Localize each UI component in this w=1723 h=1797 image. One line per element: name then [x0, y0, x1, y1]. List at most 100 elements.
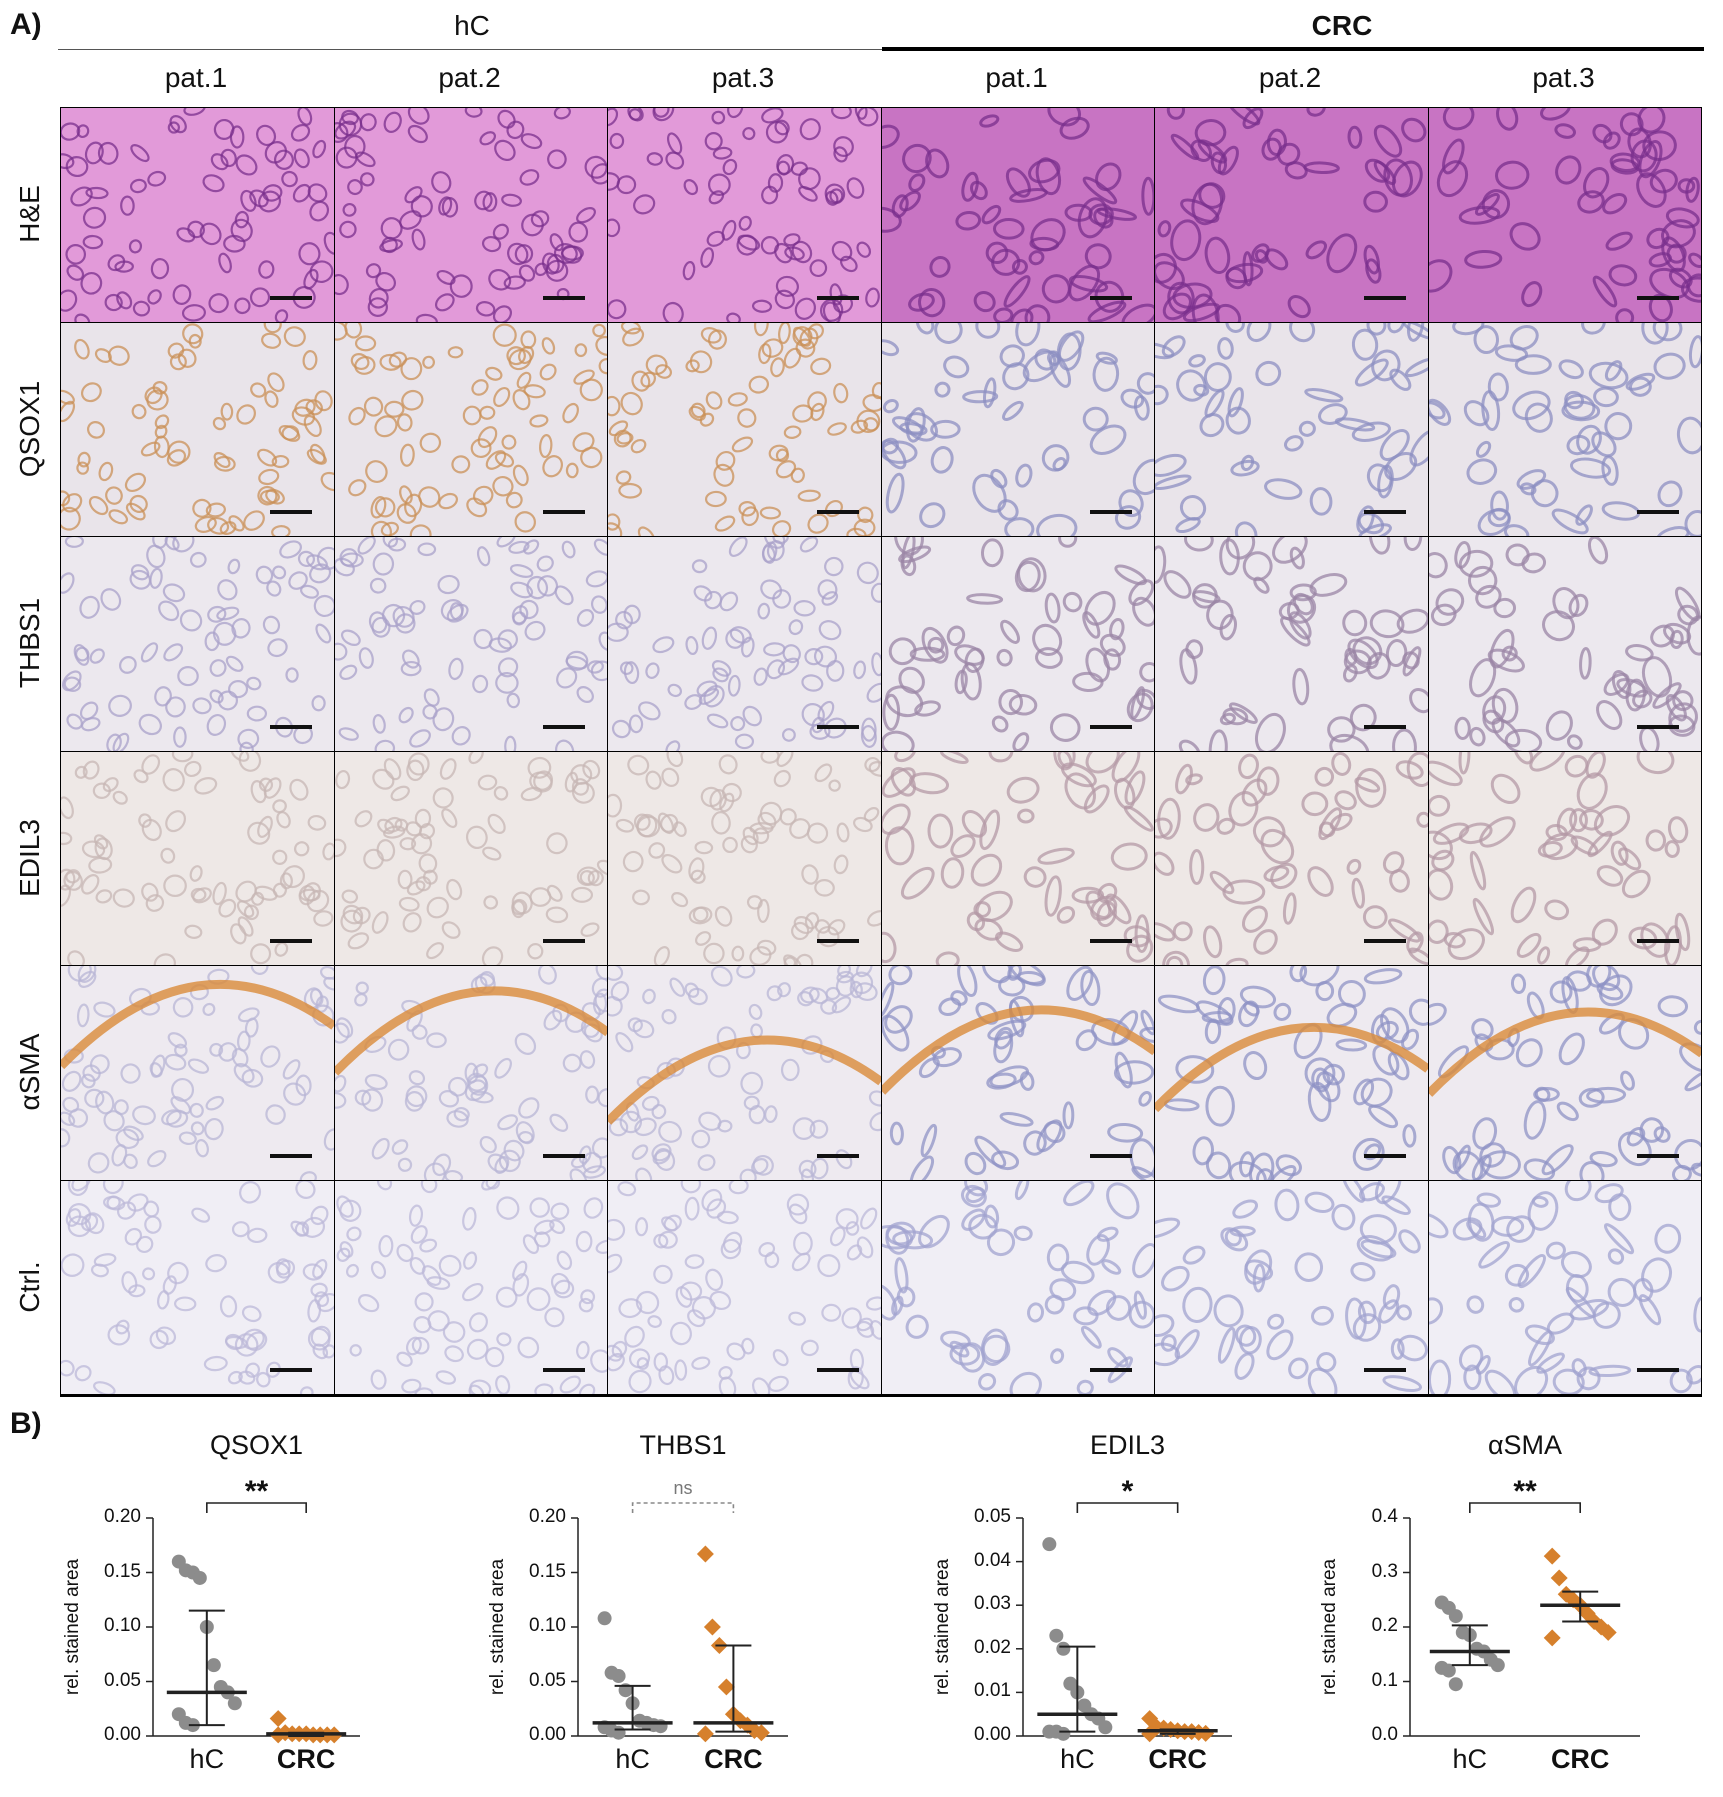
data-point: [192, 1570, 207, 1585]
histology-tile: [1427, 750, 1702, 966]
y-tick-label: 0.03: [974, 1593, 1011, 1615]
scale-bar: [543, 510, 585, 514]
data-point: [1543, 1547, 1561, 1565]
y-tick-label: 0.15: [104, 1560, 141, 1582]
significance-bracket: [631, 1502, 735, 1513]
histology-tile: [880, 536, 1155, 752]
data-point: [597, 1611, 612, 1626]
scale-bar: [1090, 510, 1132, 514]
significance-label: **: [1513, 1475, 1537, 1508]
data-point: [1441, 1663, 1456, 1678]
scale-bar: [1363, 1153, 1406, 1158]
data-point: [752, 1724, 770, 1742]
scale-bar: [1090, 295, 1132, 300]
column-label-hc-3: pat.3: [711, 62, 775, 93]
histology-tile: [333, 750, 608, 966]
y-tick-label: 0.10: [529, 1615, 566, 1636]
data-point: [696, 1545, 714, 1563]
histology-tile: [60, 107, 335, 323]
histology-tile: [880, 321, 1155, 537]
scale-bar: [269, 724, 312, 729]
panel-b-label: B): [10, 1407, 42, 1440]
scale-bar: [1637, 1368, 1679, 1372]
column-label-crc-3: pat.3: [1532, 62, 1595, 93]
scale-bar: [543, 1368, 585, 1372]
chart-title: αSMA: [1487, 1430, 1563, 1460]
chart-title: QSOX1: [209, 1430, 304, 1460]
y-tick-label: 0.15: [529, 1560, 566, 1582]
scale-bar: [543, 939, 585, 943]
data-point: [1599, 1623, 1617, 1641]
chart-title: EDIL3: [1089, 1430, 1166, 1460]
x-category-label: hC: [1060, 1744, 1095, 1774]
histology-tile: [333, 1179, 608, 1395]
histology-tile: [60, 321, 335, 537]
scale-bar: [543, 724, 585, 729]
x-category-label: CRC: [1148, 1744, 1207, 1774]
data-point: [1448, 1677, 1463, 1692]
x-category-label: CRC: [276, 1744, 336, 1774]
y-tick-label: 0.4: [1371, 1506, 1398, 1527]
column-label-hc-1: pat.1: [164, 62, 228, 93]
data-point: [696, 1725, 714, 1743]
column-label-crc-1: pat.1: [985, 62, 1048, 93]
group-underline-hc: [58, 49, 884, 50]
scale-bar: [816, 295, 859, 300]
histology-tile: [1154, 321, 1429, 537]
significance-bracket: [1469, 1502, 1581, 1513]
significance-bracket: [206, 1502, 307, 1513]
data-point: [1049, 1628, 1064, 1643]
x-category-label: CRC: [1550, 1744, 1610, 1774]
column-label-hc-2: pat.2: [438, 62, 501, 93]
significance-label: ns: [673, 1478, 693, 1498]
histology-tile: [1154, 536, 1429, 752]
x-category-label: hC: [1452, 1744, 1488, 1774]
significance-bracket: [1076, 1502, 1179, 1513]
y-tick-label: 0.05: [104, 1669, 141, 1691]
y-tick-label: 0.01: [974, 1680, 1011, 1702]
y-tick-label: 0.00: [529, 1724, 566, 1745]
scale-bar: [269, 295, 312, 300]
scale-bar: [1637, 510, 1679, 514]
histology-tile: [607, 536, 882, 752]
scale-bar: [269, 939, 312, 943]
scale-bar: [269, 510, 312, 514]
histology-tile: [607, 965, 882, 1181]
x-category-label: CRC: [704, 1744, 763, 1774]
scale-bar: [543, 1153, 585, 1158]
histology-tile: [1427, 107, 1702, 323]
y-tick-label: 0.05: [529, 1669, 566, 1691]
y-tick-label: 0.00: [104, 1724, 141, 1745]
panel-a-label: A): [10, 8, 42, 41]
scale-bar: [1363, 724, 1406, 729]
group-underline-crc: [882, 47, 1704, 51]
data-point: [1098, 1720, 1113, 1735]
histology-tile: [1427, 1179, 1702, 1395]
y-tick-label: 0.20: [529, 1506, 566, 1527]
y-tick-label: 0.2: [1371, 1615, 1398, 1636]
histology-image-grid: [60, 107, 1702, 1397]
data-point: [1550, 1569, 1568, 1587]
histology-tile: [1427, 321, 1702, 537]
data-point: [611, 1669, 626, 1684]
scale-bar: [816, 1153, 859, 1158]
scale-bar: [816, 510, 859, 514]
scale-bar: [269, 1368, 312, 1372]
histology-tile: [1154, 107, 1429, 323]
histology-tile: [1154, 750, 1429, 966]
histology-tile: [333, 321, 608, 537]
y-tick-label: 0.0: [1371, 1724, 1398, 1745]
significance-label: **: [244, 1475, 269, 1508]
data-point: [206, 1658, 221, 1673]
y-tick-label: 0.10: [104, 1615, 141, 1636]
histology-tile: [333, 107, 608, 323]
group-label-crc: CRC: [1311, 10, 1373, 41]
scale-bar: [1090, 1153, 1132, 1158]
y-tick-label: 0.1: [1371, 1669, 1398, 1691]
scale-bar: [1363, 939, 1406, 943]
scale-bar: [816, 724, 859, 729]
histology-tile: [607, 107, 882, 323]
